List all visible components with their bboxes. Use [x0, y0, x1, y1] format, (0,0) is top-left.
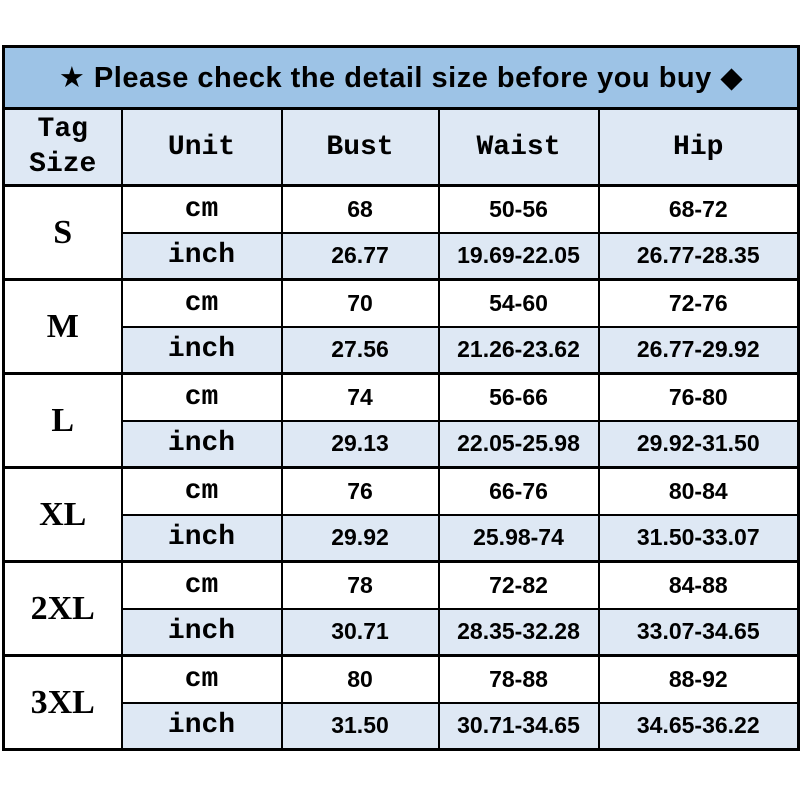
table-row: inch 29.13 22.05-25.98 29.92-31.50: [4, 419, 800, 469]
col-header-bust: Bust: [280, 107, 440, 187]
waist-cell: 28.35-32.28: [437, 607, 600, 657]
unit-cell: inch: [120, 607, 283, 657]
col-header-tag-size: Tag Size: [2, 107, 123, 187]
banner-row: ★ Please check the detail size before yo…: [2, 45, 800, 110]
hip-cell: 31.50-33.07: [597, 513, 800, 563]
bust-cell: 70: [280, 278, 440, 328]
hip-cell: 26.77-29.92: [597, 325, 800, 375]
waist-cell: 72-82: [437, 560, 600, 610]
bust-cell: 30.71: [280, 607, 440, 657]
size-cell-3xl: 3XL: [2, 654, 123, 751]
hip-cell: 72-76: [597, 278, 800, 328]
table-row: M cm 70 54-60 72-76: [2, 278, 800, 375]
size-cell-s: S: [2, 184, 123, 281]
unit-cell: inch: [120, 325, 283, 375]
unit-cell: cm: [120, 184, 283, 234]
waist-cell: 56-66: [437, 372, 600, 422]
waist-cell: 21.26-23.62: [437, 325, 600, 375]
size-cell-l: L: [2, 372, 123, 469]
unit-cell: inch: [120, 701, 283, 751]
col-header-hip: Hip: [597, 107, 800, 187]
unit-cell: cm: [120, 654, 283, 704]
hip-cell: 76-80: [597, 372, 800, 422]
unit-cell: cm: [120, 372, 283, 422]
bust-cell: 29.13: [280, 419, 440, 469]
table-row: 3XL cm 80 78-88 88-92: [2, 654, 800, 751]
hip-cell: 68-72: [597, 184, 800, 234]
bust-cell: 78: [280, 560, 440, 610]
size-cell-m: M: [2, 278, 123, 375]
hip-cell: 80-84: [597, 466, 800, 516]
bust-cell: 29.92: [280, 513, 440, 563]
table-row: S cm 68 50-56 68-72: [2, 184, 800, 281]
size-chart-table: ★ Please check the detail size before yo…: [2, 45, 800, 751]
bust-cell: 74: [280, 372, 440, 422]
size-cell-2xl: 2XL: [2, 560, 123, 657]
waist-cell: 30.71-34.65: [437, 701, 600, 751]
bust-cell: 76: [280, 466, 440, 516]
waist-cell: 66-76: [437, 466, 600, 516]
hip-cell: 88-92: [597, 654, 800, 704]
bust-cell: 31.50: [280, 701, 440, 751]
hip-cell: 84-88: [597, 560, 800, 610]
bust-cell: 68: [280, 184, 440, 234]
table-row: L cm 74 56-66 76-80: [2, 372, 800, 469]
bust-cell: 26.77: [280, 231, 440, 281]
bust-cell: 80: [280, 654, 440, 704]
unit-cell: inch: [120, 231, 283, 281]
table-row: 2XL cm 78 72-82 84-88: [2, 560, 800, 657]
waist-cell: 54-60: [437, 278, 600, 328]
hip-cell: 29.92-31.50: [597, 419, 800, 469]
table-row: inch 27.56 21.26-23.62 26.77-29.92: [4, 325, 800, 375]
hip-cell: 33.07-34.65: [597, 607, 800, 657]
unit-cell: cm: [120, 560, 283, 610]
unit-cell: inch: [120, 513, 283, 563]
hip-cell: 26.77-28.35: [597, 231, 800, 281]
col-header-unit: Unit: [120, 107, 283, 187]
column-header-row: Tag Size Unit Bust Waist Hip: [2, 107, 800, 187]
table-row: inch 26.77 19.69-22.05 26.77-28.35: [4, 231, 800, 281]
banner-notice: ★ Please check the detail size before yo…: [2, 45, 800, 110]
waist-cell: 78-88: [437, 654, 600, 704]
unit-cell: inch: [120, 419, 283, 469]
waist-cell: 19.69-22.05: [437, 231, 600, 281]
table-row: XL cm 76 66-76 80-84: [2, 466, 800, 563]
table-row: inch 30.71 28.35-32.28 33.07-34.65: [4, 607, 800, 657]
bust-cell: 27.56: [280, 325, 440, 375]
waist-cell: 22.05-25.98: [437, 419, 600, 469]
size-cell-xl: XL: [2, 466, 123, 563]
table-row: inch 31.50 30.71-34.65 34.65-36.22: [4, 701, 800, 751]
unit-cell: cm: [120, 466, 283, 516]
col-header-waist: Waist: [437, 107, 600, 187]
hip-cell: 34.65-36.22: [597, 701, 800, 751]
waist-cell: 50-56: [437, 184, 600, 234]
unit-cell: cm: [120, 278, 283, 328]
waist-cell: 25.98-74: [437, 513, 600, 563]
table-row: inch 29.92 25.98-74 31.50-33.07: [4, 513, 800, 563]
